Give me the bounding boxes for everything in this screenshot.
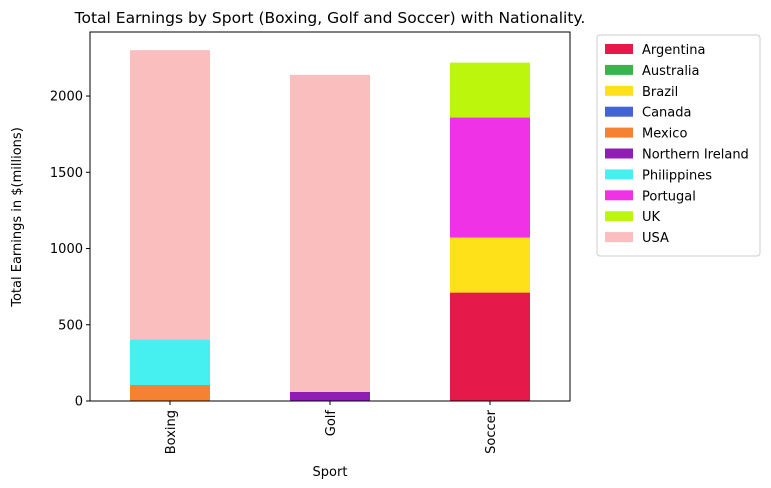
legend-label: Philippines (642, 168, 712, 183)
legend-swatch-philippines (605, 169, 633, 180)
legend-label: USA (642, 231, 669, 246)
y-tick-label: 500 (58, 318, 83, 333)
legend-box (596, 34, 761, 257)
legend-swatch-uk (605, 211, 633, 222)
legend-swatch-canada (605, 106, 633, 117)
chart-title: Total Earnings by Sport (Boxing, Golf an… (74, 9, 586, 27)
bar-segment-soccer-uk (450, 62, 530, 118)
x-tick-label: Boxing (164, 410, 179, 454)
legend-swatch-mexico (605, 127, 633, 138)
legend-label: Mexico (642, 127, 687, 142)
bar-segment-boxing-philippines (130, 339, 210, 385)
legend-label: Brazil (642, 85, 678, 100)
legend-swatch-brazil (605, 85, 633, 96)
legend-label: Canada (642, 106, 691, 121)
legend-label: Northern Ireland (642, 148, 749, 163)
legend-label: Australia (642, 64, 700, 79)
x-tick-label: Golf (324, 410, 339, 437)
legend-swatch-portugal (605, 190, 633, 201)
legend-swatch-northern-ireland (605, 148, 633, 159)
legend-swatch-argentina (605, 44, 633, 54)
legend: Argentina Australia Brazil Canada Mexico Nort… (596, 34, 761, 257)
bar-segment-golf-usa (290, 74, 370, 392)
bar-segment-soccer-brazil (450, 237, 530, 293)
legend-swatch-australia (605, 64, 633, 75)
x-tick-label: Soccer (484, 409, 499, 453)
legend-label: UK (642, 210, 661, 225)
x-axis-label: Sport (313, 465, 348, 480)
bar-segment-soccer-portugal (450, 117, 530, 238)
plot-area: Boxing Golf Soccer 0 500 1000 1500 2000 (50, 31, 571, 454)
legend-swatch-usa (605, 232, 633, 243)
bar-segment-boxing-mexico (130, 384, 210, 401)
y-tick-label: 1500 (50, 166, 83, 181)
y-tick-label: 2000 (50, 90, 83, 105)
bar-segment-boxing-usa (130, 50, 210, 340)
bar-segment-golf-northern-ireland (290, 391, 370, 401)
y-axis-label: Total Earnings in $(millions) (10, 127, 25, 308)
y-tick-label: 0 (75, 395, 83, 410)
axes-frame (89, 31, 571, 402)
bar-segment-soccer-argentina (450, 292, 530, 401)
y-tick-label: 1000 (50, 242, 83, 257)
legend-label: Argentina (642, 43, 705, 58)
legend-label: Portugal (642, 189, 696, 204)
